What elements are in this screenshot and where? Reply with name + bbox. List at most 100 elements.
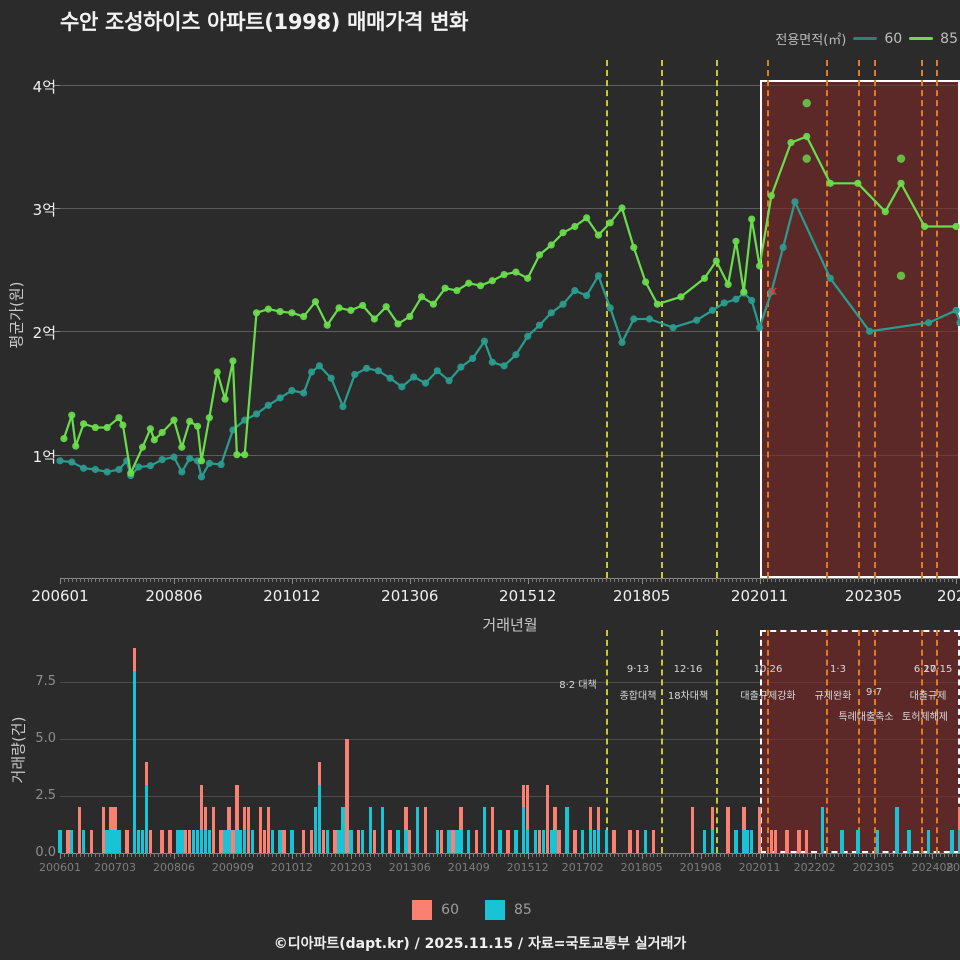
volume-x-minor-tick [897,853,899,857]
price-x-minor-tick [468,578,470,582]
price-x-minor-tick [75,578,77,582]
policy-line [606,60,609,578]
price-x-minor-tick [633,578,635,582]
volume-bar-60 [89,830,94,853]
price-point [370,315,379,323]
price-point [488,358,496,366]
policy-annotation-label: 9·13 [626,664,650,675]
volume-bar-85 [514,830,518,853]
volume-bar-85 [926,830,931,853]
price-x-minor-tick [814,578,816,582]
volume-bar-85 [482,807,487,853]
volume-x-minor-tick [893,853,895,857]
price-x-minor-tick [810,578,812,582]
price-x-minor-tick [645,578,647,582]
price-x-minor-tick [177,578,179,582]
volume-bar-85 [415,807,420,853]
legend-bottom-item-60: 60 [412,900,459,920]
price-x-minor-tick [390,578,392,582]
price-x-axis [60,578,960,579]
price-x-minor-tick [720,578,722,582]
volume-bar-60 [184,830,188,853]
volume-bar-60 [246,807,251,853]
volume-x-minor-tick [810,853,812,857]
price-x-minor-tick [724,578,726,582]
volume-x-minor-tick [433,853,435,857]
volume-bar-60 [710,807,715,831]
volume-x-minor-tick [574,853,576,857]
legend-label-60: 60 [884,30,903,47]
volume-bar-60 [282,830,286,853]
price-point [186,417,194,425]
price-point [512,351,520,359]
volume-bar-60 [439,830,443,853]
price-x-minor-tick [217,578,219,582]
price-point [311,298,320,306]
price-x-minor-tick [547,578,549,582]
volume-x-minor-tick [307,853,309,857]
price-x-tick-label: 2025 [936,587,960,605]
price-point [213,368,221,376]
volume-x-minor-tick [118,853,120,857]
volume-x-minor-tick [91,853,93,857]
price-x-minor-tick [244,578,246,582]
price-point [186,454,194,462]
volume-x-minor-tick [928,853,930,857]
price-point [524,274,532,282]
volume-x-minor-tick [618,853,620,857]
volume-x-minor-tick [339,853,341,857]
price-x-minor-tick [787,578,789,582]
price-point [826,179,834,187]
policy-annotation-label: 10·26 [753,664,783,675]
volume-x-tick [291,853,293,859]
price-point [708,306,717,314]
price-point [103,468,111,476]
legend-swatch-60 [412,900,433,920]
price-x-minor-tick [519,578,521,582]
price-x-minor-tick [684,578,686,582]
policy-line [606,630,609,853]
volume-x-minor-tick [71,853,73,857]
volume-x-tick [409,853,411,859]
volume-bar-60 [596,807,601,831]
policy-line [826,60,829,578]
volume-bar-60 [388,830,392,853]
volume-x-minor-tick [720,853,722,857]
volume-bar-60 [958,807,960,831]
price-x-minor-tick [649,578,651,582]
policy-line [767,60,770,578]
price-point [197,473,206,481]
volume-x-minor-tick [661,853,663,857]
price-point [351,370,359,379]
volume-x-minor-tick [806,853,808,857]
volume-x-minor-tick [248,853,250,857]
policy-annotation-label: 18차대책 [667,691,709,702]
volume-x-minor-tick [653,853,655,857]
volume-x-minor-tick [849,853,851,857]
price-point [535,321,544,329]
volume-bar-60 [160,830,164,853]
price-point [952,222,960,231]
price-point [559,229,567,237]
price-x-minor-tick [673,578,675,582]
price-x-minor-tick [476,578,478,582]
price-x-minor-tick [508,578,510,582]
price-x-minor-tick [543,578,545,582]
volume-x-minor-tick [798,853,800,857]
volume-x-minor-tick [103,853,105,857]
price-point [417,293,426,301]
price-x-minor-tick [708,578,710,582]
volume-x-minor-tick [264,853,266,857]
price-point [264,305,272,313]
price-point [339,402,347,411]
volume-x-minor-tick [629,853,631,857]
price-x-minor-tick [126,578,128,582]
volume-bar-85 [907,830,911,853]
volume-x-minor-tick [413,853,415,857]
volume-bar-60 [333,830,337,853]
volume-x-minor-tick [382,853,384,857]
price-point [630,243,638,252]
volume-x-minor-tick [67,853,69,857]
price-point [217,460,225,469]
price-point [72,442,80,450]
